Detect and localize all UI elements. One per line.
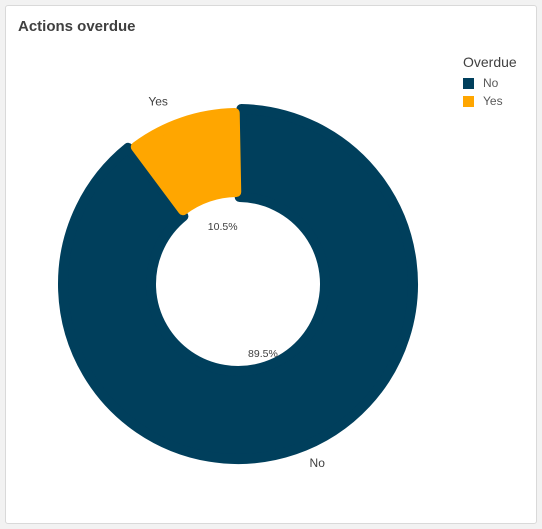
legend-item-no[interactable]: No (463, 76, 533, 90)
legend-label-yes: Yes (483, 94, 503, 108)
slice-yes[interactable] (130, 108, 242, 216)
legend-item-yes[interactable]: Yes (463, 94, 533, 108)
slice-value-yes: 10.5% (208, 221, 238, 233)
legend-swatch-yes (463, 95, 474, 107)
slice-label-no: No (310, 456, 326, 470)
slice-value-no: 89.5% (248, 348, 278, 360)
legend-label-no: No (483, 76, 499, 90)
slice-no[interactable] (58, 104, 418, 464)
legend-swatch-no (463, 77, 474, 89)
chart-card: Actions overdue No 89.5% Yes 10.5% Overdue … (5, 5, 537, 524)
legend-title: Overdue (463, 54, 517, 70)
donut-chart: No 89.5% Yes 10.5% (58, 94, 418, 470)
slice-label-yes: Yes (148, 94, 168, 108)
legend: Overdue No Yes (463, 54, 533, 112)
chart-title: Actions overdue (18, 18, 136, 35)
